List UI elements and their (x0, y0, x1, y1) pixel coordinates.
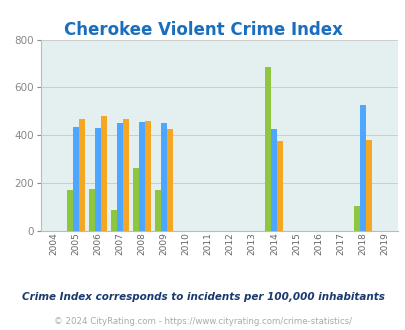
Bar (67, 190, 73, 231)
Bar (117, 123, 123, 231)
Bar (101, 116, 107, 231)
Bar (133, 168, 139, 231)
Bar (364, 140, 371, 231)
Text: Crime Index corresponds to incidents per 100,000 inhabitants: Crime Index corresponds to incidents per… (21, 292, 384, 302)
Bar (73, 127, 79, 231)
Bar (167, 129, 173, 231)
Bar (79, 118, 85, 231)
Bar (145, 121, 151, 231)
Bar (155, 190, 161, 231)
Bar (161, 123, 167, 231)
Bar (359, 105, 364, 231)
Bar (353, 206, 359, 231)
Bar (271, 129, 277, 231)
Bar (95, 128, 101, 231)
Bar (139, 122, 145, 231)
Bar (89, 189, 95, 231)
Bar (111, 210, 117, 231)
Bar (123, 118, 129, 231)
Bar (265, 67, 271, 231)
Bar (277, 141, 283, 231)
Text: Cherokee Violent Crime Index: Cherokee Violent Crime Index (64, 21, 341, 40)
Text: © 2024 CityRating.com - https://www.cityrating.com/crime-statistics/: © 2024 CityRating.com - https://www.city… (54, 317, 351, 326)
